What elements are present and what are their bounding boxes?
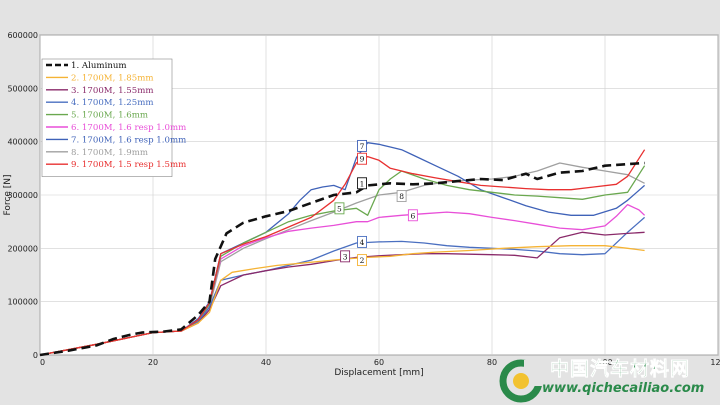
series-marker-label-9: 9 <box>360 155 365 164</box>
legend-entry-9: 9. 1700M, 1.5 resp 1.5mm <box>71 160 186 170</box>
legend-entry-1: 1. Aluminum <box>71 61 127 71</box>
watermark-logo-icon <box>499 359 544 403</box>
marker-layer: 7 9 1 8 5 6 4 3 2 <box>334 139 418 267</box>
y-tick-label: 0 <box>33 351 38 360</box>
legend-entry-2: 2. 1700M, 1.85mm <box>71 73 154 83</box>
series-marker-box-3 <box>340 250 351 263</box>
legend-entry-6: 6. 1700M, 1.6 resp 1.0mm <box>71 123 186 133</box>
series-line-1 <box>39 161 645 357</box>
watermark: 中国汽车材料网 www.qichecailiao.com <box>498 352 720 405</box>
series-marker-box-6 <box>407 209 418 222</box>
series-marker-label-6: 6 <box>411 211 416 220</box>
legend-entry-4: 4. 1700M, 1.25mm <box>71 98 154 108</box>
y-tick-label: 400000 <box>7 138 38 147</box>
x-axis-label: Displacement [mm] <box>334 368 423 378</box>
axis-layer: 0 20 40 60 80 100 120 0 100000 200000 300000 400000… <box>7 31 720 367</box>
series-marker-box-1 <box>357 177 367 190</box>
x-tick-label: 120 <box>710 358 720 367</box>
y-tick-label: 300000 <box>7 191 38 200</box>
series-marker-box-4 <box>357 235 367 248</box>
series-marker-label-1: 1 <box>360 179 365 188</box>
x-tick-label: 60 <box>374 358 384 367</box>
y-tick-label: 500000 <box>7 84 38 93</box>
legend-box <box>41 58 173 177</box>
series-marker-label-5: 5 <box>337 204 342 213</box>
series-line-2 <box>39 245 645 356</box>
series-marker-box-8 <box>396 190 407 203</box>
series-marker-box-5 <box>334 202 345 215</box>
y-tick-label: 200000 <box>7 244 38 253</box>
y-tick-label: 100000 <box>7 298 38 307</box>
legend-entry-7: 7. 1700M, 1.6 resp 1.0mm <box>71 135 186 145</box>
x-tick-label: 0 <box>40 358 45 367</box>
x-tick-label: 80 <box>487 358 497 367</box>
x-tick-label: 40 <box>261 358 271 367</box>
series-marker-label-7: 7 <box>360 142 365 151</box>
legend-entry-8: 8. 1700M, 1.9mm <box>71 148 148 158</box>
series-line-4 <box>39 216 646 356</box>
series-marker-box-9 <box>357 152 367 165</box>
series-marker-label-3: 3 <box>343 252 348 261</box>
y-tick-label: 600000 <box>7 31 38 40</box>
series-marker-label-8: 8 <box>399 192 404 201</box>
series-line-9 <box>39 149 646 356</box>
x-tick-label: 100 <box>597 358 612 367</box>
series-marker-label-2: 2 <box>360 256 365 265</box>
legend-entry-3: 3. 1700M, 1.55mm <box>71 86 154 96</box>
watermark-url: www.qichecailiao.com <box>542 381 705 396</box>
series-marker-box-2 <box>357 254 367 267</box>
x-tick-label: 20 <box>148 358 158 367</box>
y-axis-label: Force [N] <box>3 175 13 216</box>
legend: 1. Aluminum 2. 1700M, 1.85mm 3. 1700M, 1.5… <box>41 58 186 177</box>
watermark-name: 中国汽车材料网 <box>550 358 691 381</box>
legend-entry-5: 5. 1700M, 1.6mm <box>71 111 148 121</box>
series-marker-label-4: 4 <box>360 238 365 247</box>
series-marker-box-7 <box>357 139 367 152</box>
